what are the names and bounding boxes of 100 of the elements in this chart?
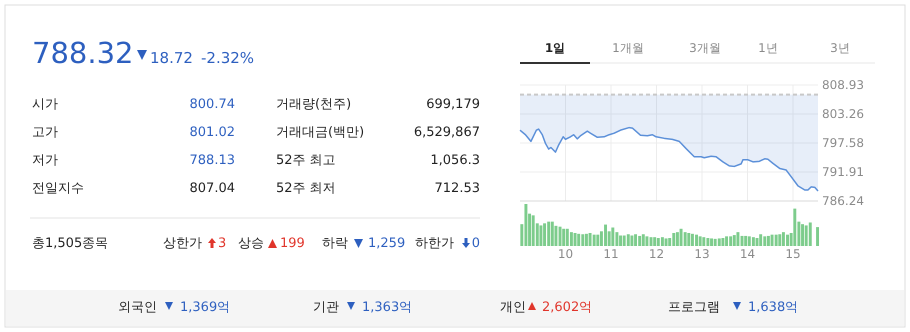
bar <box>581 234 584 246</box>
bar <box>770 234 774 246</box>
text: 하한가 <box>415 236 454 251</box>
bar <box>562 228 566 246</box>
bar <box>766 236 770 246</box>
bar <box>584 234 588 246</box>
bar <box>756 238 759 246</box>
bar <box>645 236 648 246</box>
text: 800.74 <box>190 97 235 112</box>
x-tick-label: 10 <box>558 247 574 261</box>
bar <box>736 232 740 246</box>
text: 1,056.3 <box>430 153 480 168</box>
bar <box>676 232 679 246</box>
text: 1년 <box>758 41 778 55</box>
bar <box>554 226 558 246</box>
bar <box>695 234 698 246</box>
text: 시가 <box>32 97 58 112</box>
bar <box>630 236 634 246</box>
bar <box>687 232 690 246</box>
bar <box>638 236 642 246</box>
bar <box>558 226 562 246</box>
bar <box>596 234 600 246</box>
bar <box>801 224 804 246</box>
text: 3개월 <box>689 41 721 55</box>
text: 저가 <box>32 153 58 168</box>
bar <box>782 232 785 246</box>
bar <box>702 237 706 246</box>
text: 807.04 <box>190 181 235 196</box>
text: 상승 <box>238 236 264 251</box>
bar <box>619 236 622 246</box>
text: 총1,505종목 <box>32 236 108 251</box>
text: -2.32% <box>201 49 254 67</box>
y-tick-label: 808.93 <box>822 78 864 92</box>
text: 6,529,867 <box>414 125 480 140</box>
text: 프로그램 <box>668 300 720 315</box>
bar <box>725 236 728 246</box>
bar <box>622 236 626 246</box>
bar <box>664 238 668 246</box>
bar <box>634 234 638 246</box>
bar <box>793 208 796 246</box>
bar <box>816 227 820 246</box>
y-tick-label: 797.58 <box>822 136 864 150</box>
text: 3년 <box>830 41 850 55</box>
bar <box>547 222 550 246</box>
text: 1일 <box>544 41 566 55</box>
bar <box>642 234 645 246</box>
bar <box>706 238 710 246</box>
x-tick-label: 14 <box>740 247 756 261</box>
text: 거래량(천주) <box>276 97 352 112</box>
bar <box>698 236 702 246</box>
bar <box>732 235 736 246</box>
text: 2,602억 <box>542 300 592 315</box>
y-tick-label: 791.91 <box>822 165 864 180</box>
text: 상한가 <box>163 236 202 251</box>
bar <box>650 237 653 246</box>
text: 외국인 <box>118 300 157 315</box>
bar <box>774 234 778 246</box>
text: 기관 <box>313 300 339 315</box>
bar <box>740 236 744 246</box>
text: 712.53 <box>434 181 480 196</box>
text: 개인 <box>500 300 526 315</box>
bar <box>611 228 614 246</box>
text: 1,259 <box>368 236 406 251</box>
text: 3 <box>218 236 226 251</box>
text: 1,363억 <box>362 300 412 315</box>
bar <box>778 234 782 246</box>
x-tick-label: 15 <box>785 247 801 261</box>
x-tick-label: 12 <box>648 247 664 261</box>
bar <box>759 234 762 246</box>
bar <box>684 232 687 246</box>
bar <box>592 234 596 246</box>
bar <box>690 234 694 246</box>
text: 고가 <box>32 125 58 140</box>
bar <box>543 223 546 246</box>
text: 199 <box>280 236 305 251</box>
x-tick-label: 11 <box>603 247 619 261</box>
bar <box>656 238 660 246</box>
bar <box>729 236 732 246</box>
bar <box>714 238 717 246</box>
text: 1,369억 <box>180 300 230 315</box>
y-tick-label: 803.26 <box>822 107 864 122</box>
bar <box>539 225 542 246</box>
x-tick-label: 13 <box>694 247 710 261</box>
bar <box>550 222 554 246</box>
bar <box>566 228 569 246</box>
bar <box>672 232 676 246</box>
text: 전일지수 <box>32 181 84 196</box>
bar <box>804 225 808 246</box>
bar <box>653 237 656 246</box>
text: 52주 최고 <box>276 153 336 168</box>
bar <box>570 232 573 246</box>
text: 788.13 <box>190 153 235 168</box>
text: 1개월 <box>612 41 644 55</box>
text: 18.72 <box>150 49 193 67</box>
text: 거래대금(백만) <box>276 125 364 140</box>
bar <box>660 237 664 246</box>
bar <box>721 238 724 246</box>
text: 801.02 <box>190 125 235 140</box>
text: 1,638억 <box>748 300 798 315</box>
bar <box>680 228 683 246</box>
